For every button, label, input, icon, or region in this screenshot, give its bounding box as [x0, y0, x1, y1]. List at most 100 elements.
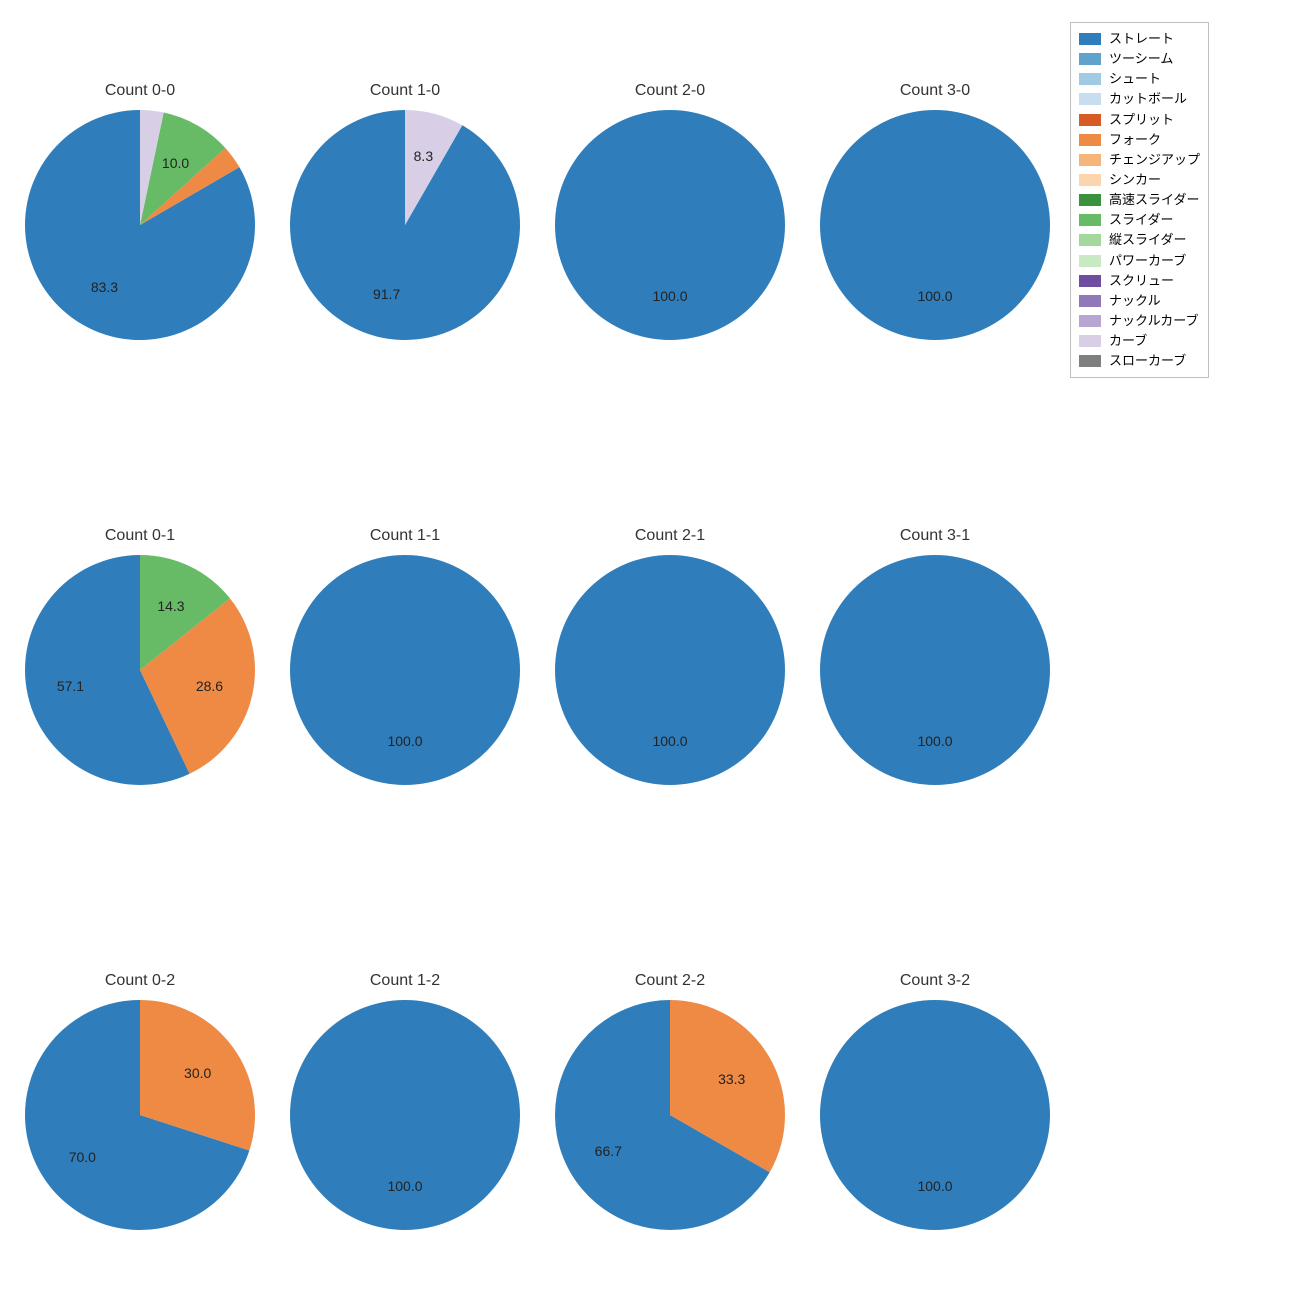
legend-label: ツーシーム [1109, 49, 1173, 69]
legend-label: カーブ [1109, 331, 1147, 351]
pie-slice-label: 91.7 [373, 286, 400, 302]
legend-item: シュート [1079, 69, 1200, 89]
legend-item: ツーシーム [1079, 49, 1200, 69]
legend-swatch [1079, 315, 1101, 327]
pie-slice-label: 100.0 [652, 288, 687, 304]
pie-slice-label: 30.0 [184, 1065, 211, 1081]
pie-slice-label: 33.3 [718, 1071, 745, 1087]
pie-slice [555, 110, 785, 340]
pie-slice-label: 100.0 [387, 733, 422, 749]
pie-chart [23, 108, 257, 342]
pie-slice-label: 70.0 [69, 1149, 96, 1165]
legend-item: ナックルカーブ [1079, 311, 1200, 331]
legend-label: ナックルカーブ [1109, 311, 1198, 331]
legend-item: チェンジアップ [1079, 150, 1200, 170]
pie-slice-label: 66.7 [595, 1143, 622, 1159]
legend-swatch [1079, 295, 1101, 307]
pie-slice-label: 10.0 [162, 155, 189, 171]
legend-swatch [1079, 93, 1101, 105]
legend-label: シンカー [1109, 170, 1161, 190]
legend-item: スローカーブ [1079, 351, 1200, 371]
legend-label: スプリット [1109, 110, 1174, 130]
pie-slice-label: 100.0 [917, 1178, 952, 1194]
legend-swatch [1079, 234, 1101, 246]
legend-swatch [1079, 255, 1101, 267]
legend-item: シンカー [1079, 170, 1200, 190]
pie-chart [553, 998, 787, 1232]
legend-item: カットボール [1079, 89, 1200, 109]
legend-swatch [1079, 114, 1101, 126]
pie-slice-label: 28.6 [196, 678, 223, 694]
pie-chart [553, 108, 787, 342]
figure: Count 0-0 83.3 10.0 Count 1-0 91.7 8.3 Count 2… [0, 0, 1300, 1300]
legend-label: フォーク [1109, 130, 1161, 150]
legend-swatch [1079, 214, 1101, 226]
pie-title: Count 1-2 [370, 972, 440, 990]
legend-item: カーブ [1079, 331, 1200, 351]
pie-chart [553, 553, 787, 787]
pie-title: Count 2-1 [635, 527, 705, 545]
pie-slice-label: 100.0 [652, 733, 687, 749]
pie-title: Count 1-0 [370, 82, 440, 100]
pie-slice [555, 555, 785, 785]
legend-item: スライダー [1079, 210, 1200, 230]
pie-slice-label: 83.3 [91, 279, 118, 295]
legend-swatch [1079, 275, 1101, 287]
legend-label: スライダー [1109, 210, 1173, 230]
legend-item: ナックル [1079, 291, 1200, 311]
pie-slice [290, 555, 520, 785]
legend-swatch [1079, 33, 1101, 45]
legend-label: スローカーブ [1109, 351, 1186, 371]
pie-slice-label: 100.0 [917, 288, 952, 304]
legend-swatch [1079, 134, 1101, 146]
legend-label: チェンジアップ [1109, 150, 1200, 170]
legend-item: 高速スライダー [1079, 190, 1200, 210]
legend-item: パワーカーブ [1079, 251, 1200, 271]
pie-chart [818, 108, 1052, 342]
pie-title: Count 2-2 [635, 972, 705, 990]
legend-label: シュート [1109, 69, 1161, 89]
pie-title: Count 0-2 [105, 972, 175, 990]
pie-chart [288, 108, 522, 342]
legend-item: スクリュー [1079, 271, 1200, 291]
legend-swatch [1079, 154, 1101, 166]
pie-slice-label: 100.0 [917, 733, 952, 749]
pie-slice [290, 1000, 520, 1230]
legend-label: スクリュー [1109, 271, 1174, 291]
legend-swatch [1079, 335, 1101, 347]
pie-slice [820, 1000, 1050, 1230]
pie-chart [23, 553, 257, 787]
pie-title: Count 3-0 [900, 82, 970, 100]
pie-chart [23, 998, 257, 1232]
legend-item: スプリット [1079, 110, 1200, 130]
pie-chart [818, 998, 1052, 1232]
pie-slice-label: 57.1 [57, 678, 84, 694]
legend-swatch [1079, 194, 1101, 206]
legend-swatch [1079, 53, 1101, 65]
legend-swatch [1079, 73, 1101, 85]
legend-label: ストレート [1109, 29, 1174, 49]
pie-slice-label: 8.3 [414, 148, 433, 164]
pie-slice [820, 555, 1050, 785]
legend-label: 縦スライダー [1109, 230, 1186, 250]
pie-chart [288, 998, 522, 1232]
pie-title: Count 1-1 [370, 527, 440, 545]
pie-title: Count 0-0 [105, 82, 175, 100]
pie-slice-label: 100.0 [387, 1178, 422, 1194]
pie-slice-label: 14.3 [157, 598, 184, 614]
legend-label: ナックル [1109, 291, 1161, 311]
legend-label: 高速スライダー [1109, 190, 1199, 210]
legend-swatch [1079, 355, 1101, 367]
legend-item: 縦スライダー [1079, 230, 1200, 250]
legend-swatch [1079, 174, 1101, 186]
pie-title: Count 2-0 [635, 82, 705, 100]
pie-chart [288, 553, 522, 787]
pie-title: Count 3-2 [900, 972, 970, 990]
legend-label: パワーカーブ [1109, 251, 1186, 271]
legend: ストレートツーシームシュートカットボールスプリットフォークチェンジアップシンカー… [1070, 22, 1209, 378]
pie-chart [818, 553, 1052, 787]
pie-title: Count 0-1 [105, 527, 175, 545]
pie-slice [820, 110, 1050, 340]
legend-label: カットボール [1109, 89, 1187, 109]
pie-title: Count 3-1 [900, 527, 970, 545]
